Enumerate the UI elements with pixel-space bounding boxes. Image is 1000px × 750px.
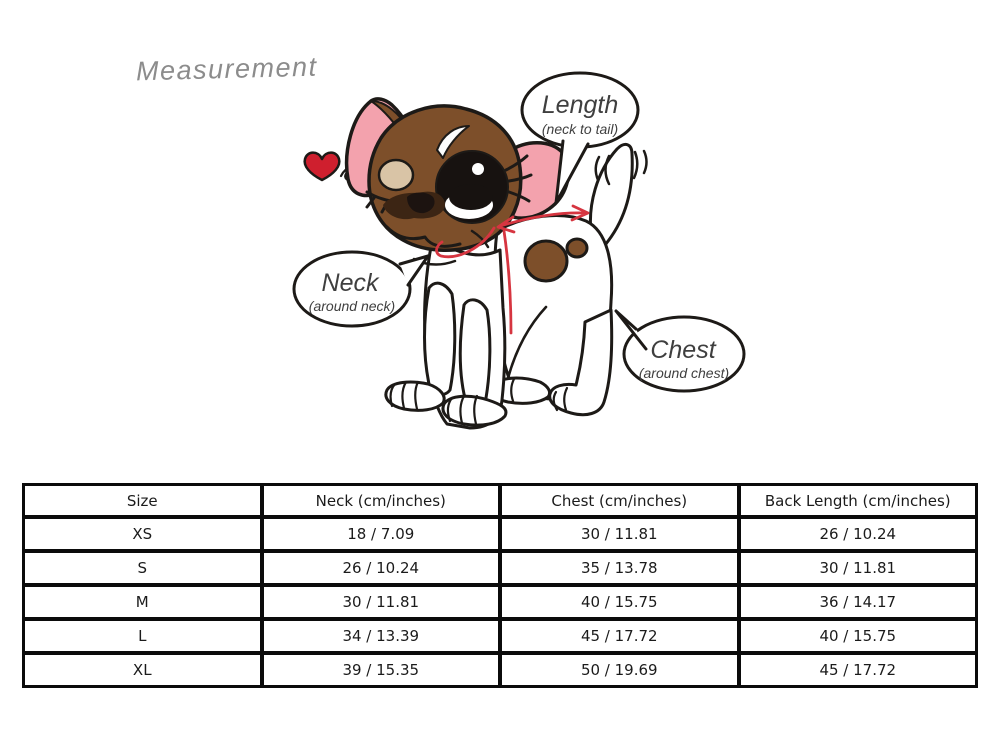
neck-cell: 30 / 11.81 xyxy=(261,585,500,619)
chest-cell: 35 / 13.78 xyxy=(500,551,739,585)
dog-illustration: Length (neck to tail) Neck (around neck)… xyxy=(292,71,746,430)
measurement-lines xyxy=(435,204,590,335)
size-cell: XL xyxy=(23,653,262,687)
neck-cell: 18 / 7.09 xyxy=(261,517,500,551)
cheek-line xyxy=(470,229,490,249)
back-length-arrow xyxy=(496,204,590,234)
size-cell: L xyxy=(23,619,262,653)
back-length-cell: 36 / 14.17 xyxy=(738,585,977,619)
front-left-toes xyxy=(389,380,420,411)
back-length-cell: 45 / 17.72 xyxy=(738,653,977,687)
chest-bubble-subtitle: (around chest) xyxy=(639,365,729,381)
table-row-xl: XL 39 / 15.35 50 / 19.69 45 / 17.72 xyxy=(23,653,977,687)
front-right-toes xyxy=(446,394,479,426)
nose xyxy=(407,192,435,214)
head-white-brow-mark xyxy=(436,125,470,159)
size-table-header-row: Size Neck (cm/inches) Chest (cm/inches) … xyxy=(23,484,977,517)
dog-front-body xyxy=(384,235,508,430)
size-cell: S xyxy=(23,551,262,585)
dog-tail xyxy=(588,142,648,247)
length-bubble-title: Length xyxy=(542,91,618,119)
mouth-line xyxy=(385,225,462,248)
neck-collar-line xyxy=(435,226,496,259)
col-header-neck: Neck (cm/inches) xyxy=(261,484,500,517)
dog-head xyxy=(344,97,571,266)
col-header-size: Size xyxy=(23,484,262,517)
front-right-leg xyxy=(458,298,492,406)
length-bubble: Length (neck to tail) xyxy=(520,71,640,205)
front-left-leg xyxy=(423,281,457,397)
back-length-cell: 26 / 10.24 xyxy=(738,517,977,551)
size-table: Size Neck (cm/inches) Chest (cm/inches) … xyxy=(22,483,978,688)
rear-right-toes xyxy=(552,386,569,412)
eyelashes xyxy=(504,154,533,203)
chest-cell: 30 / 11.81 xyxy=(500,517,739,551)
chest-cell: 50 / 19.69 xyxy=(500,653,739,687)
chest-cell: 40 / 15.75 xyxy=(500,585,739,619)
heart-icon xyxy=(303,151,341,182)
size-cell: M xyxy=(23,585,262,619)
col-header-chest: Chest (cm/inches) xyxy=(500,484,739,517)
table-row-xs: XS 18 / 7.09 30 / 11.81 26 / 10.24 xyxy=(23,517,977,551)
chest-measure-line xyxy=(502,229,513,335)
eye-pupil xyxy=(449,184,493,210)
eye-highlight xyxy=(472,163,484,175)
col-header-back-length: Back Length (cm/inches) xyxy=(738,484,977,517)
wink-eye-patch xyxy=(377,158,415,192)
chest-cell: 45 / 17.72 xyxy=(500,619,739,653)
neck-cell: 26 / 10.24 xyxy=(261,551,500,585)
small-spot xyxy=(565,237,589,259)
neck-cell: 34 / 13.39 xyxy=(261,619,500,653)
chest-bubble-title: Chest xyxy=(650,336,716,364)
dog-back-spots xyxy=(523,237,589,283)
table-row-m: M 30 / 11.81 40 / 15.75 36 / 14.17 xyxy=(23,585,977,619)
chest-bubble: Chest (around chest) xyxy=(614,309,746,393)
tail-wag-motion-lines xyxy=(594,149,648,186)
hind-thigh-line xyxy=(506,305,548,380)
big-spot xyxy=(523,239,569,283)
neck-cell: 39 / 15.35 xyxy=(261,653,500,687)
neck-bubble-title: Neck xyxy=(322,269,380,297)
table-row-l: L 34 / 13.39 45 / 17.72 40 / 15.75 xyxy=(23,619,977,653)
neck-bubble: Neck (around neck) xyxy=(292,250,430,328)
back-length-cell: 30 / 11.81 xyxy=(738,551,977,585)
neck-bubble-subtitle: (around neck) xyxy=(309,298,395,314)
size-cell: XS xyxy=(23,517,262,551)
length-bubble-subtitle: (neck to tail) xyxy=(542,121,618,137)
back-length-cell: 40 / 15.75 xyxy=(738,619,977,653)
table-row-s: S 26 / 10.24 35 / 13.78 30 / 11.81 xyxy=(23,551,977,585)
